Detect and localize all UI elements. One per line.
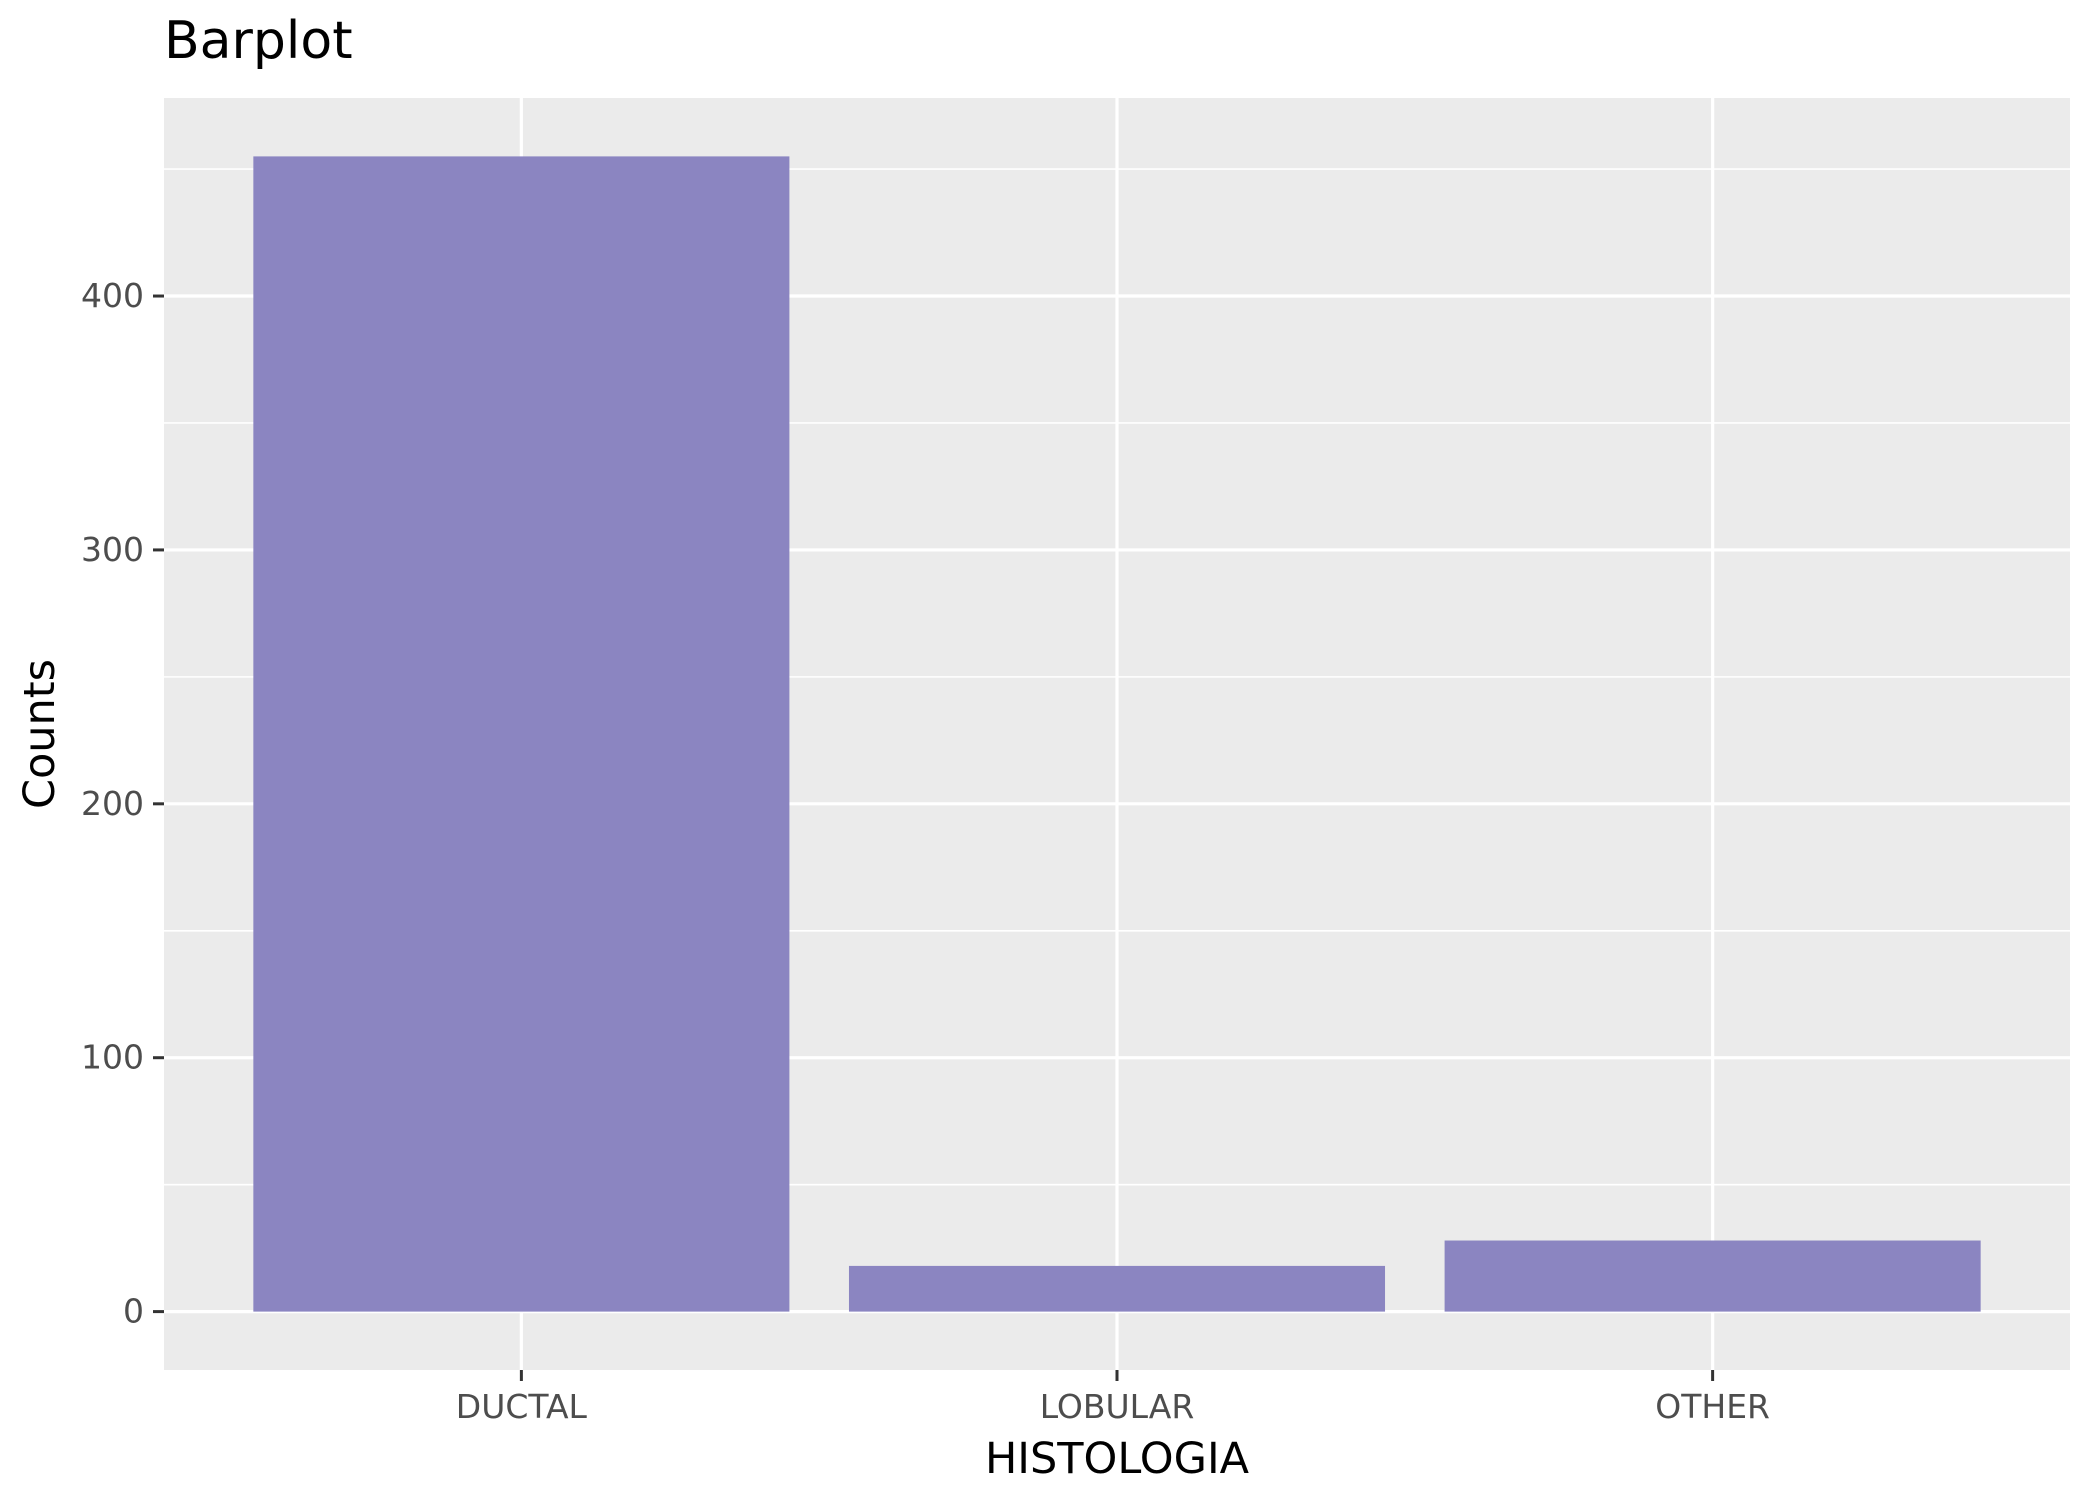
chart-title: Barplot <box>164 11 353 71</box>
bar-ductal <box>253 156 790 1312</box>
bar-lobular <box>848 1265 1386 1312</box>
x-axis-ticks: DUCTAL LOBULAR OTHER <box>456 1370 1770 1426</box>
x-tick-label-other: OTHER <box>1655 1387 1770 1426</box>
y-axis-title: Counts <box>15 659 65 809</box>
y-tick-label: 0 <box>123 1292 144 1331</box>
y-tick-label: 300 <box>81 530 144 569</box>
y-tick-label: 200 <box>81 784 144 823</box>
x-tick-label-ductal: DUCTAL <box>456 1387 588 1426</box>
bar-other <box>1444 1240 1981 1312</box>
y-tick-label: 400 <box>81 276 144 315</box>
bars <box>253 156 1981 1312</box>
x-tick-label-lobular: LOBULAR <box>1040 1387 1195 1426</box>
y-tick-label: 100 <box>81 1038 144 1077</box>
x-axis-title: HISTOLOGIA <box>985 1434 1250 1484</box>
y-axis-ticks: 0 100 200 300 400 <box>81 276 164 1331</box>
